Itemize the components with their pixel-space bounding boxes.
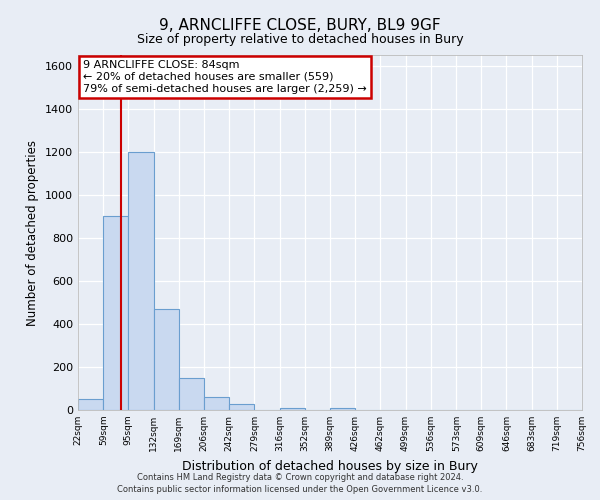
Bar bbox=[78, 399, 103, 410]
Text: Contains HM Land Registry data © Crown copyright and database right 2024.: Contains HM Land Registry data © Crown c… bbox=[137, 472, 463, 482]
Bar bbox=[154, 309, 179, 410]
Text: 9 ARNCLIFFE CLOSE: 84sqm
← 20% of detached houses are smaller (559)
79% of semi-: 9 ARNCLIFFE CLOSE: 84sqm ← 20% of detach… bbox=[83, 60, 367, 94]
Text: Size of property relative to detached houses in Bury: Size of property relative to detached ho… bbox=[137, 32, 463, 46]
Text: Contains public sector information licensed under the Open Government Licence v3: Contains public sector information licen… bbox=[118, 485, 482, 494]
Bar bbox=[330, 408, 355, 410]
Bar bbox=[280, 408, 305, 410]
X-axis label: Distribution of detached houses by size in Bury: Distribution of detached houses by size … bbox=[182, 460, 478, 472]
Bar bbox=[128, 152, 154, 410]
Bar bbox=[229, 404, 254, 410]
Text: 9, ARNCLIFFE CLOSE, BURY, BL9 9GF: 9, ARNCLIFFE CLOSE, BURY, BL9 9GF bbox=[159, 18, 441, 32]
Bar bbox=[179, 378, 205, 410]
Bar bbox=[205, 397, 229, 410]
Bar bbox=[103, 216, 128, 410]
Y-axis label: Number of detached properties: Number of detached properties bbox=[26, 140, 40, 326]
